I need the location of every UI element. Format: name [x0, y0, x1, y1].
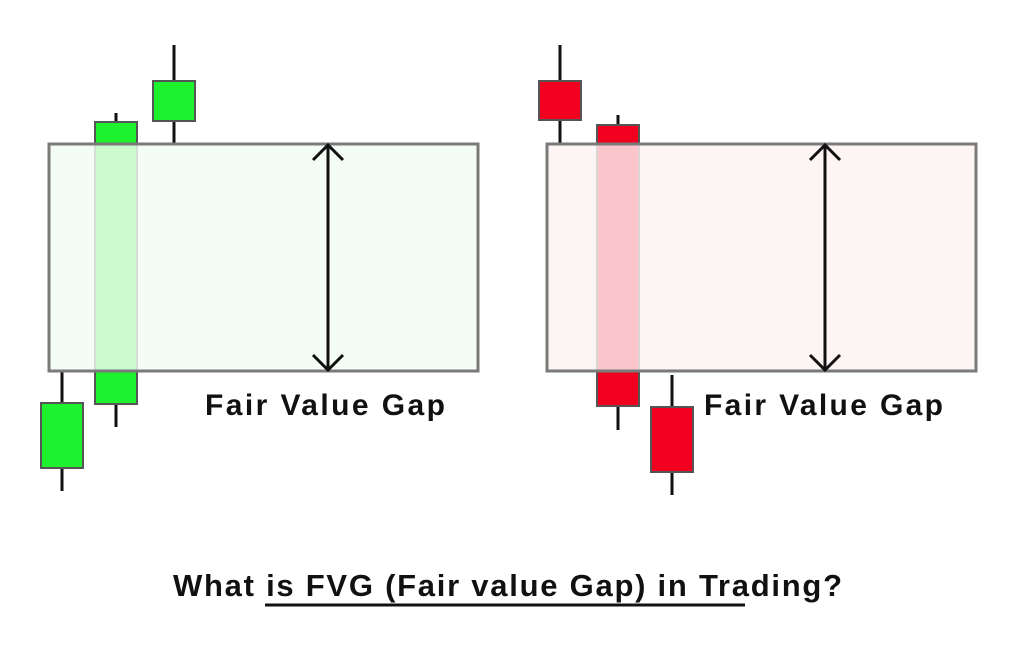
bearish-fvg-panel: Fair Value Gap: [538, 45, 978, 495]
candle-3-body: [650, 406, 694, 473]
candle-3-body: [152, 80, 196, 122]
candle-1-body: [538, 80, 582, 121]
gap-double-arrow: [311, 142, 345, 373]
fair-value-gap-label: Fair Value Gap: [704, 389, 943, 422]
candle-1-body: [40, 402, 84, 469]
gap-double-arrow: [808, 142, 842, 373]
bullish-fvg-panel: Fair Value Gap: [40, 45, 480, 491]
fair-value-gap-zone: [47, 142, 480, 373]
fair-value-gap-zone: [545, 142, 978, 373]
fair-value-gap-label: Fair Value Gap: [205, 389, 445, 422]
page-title: What is FVG (Fair value Gap) in Trading?: [173, 568, 842, 603]
